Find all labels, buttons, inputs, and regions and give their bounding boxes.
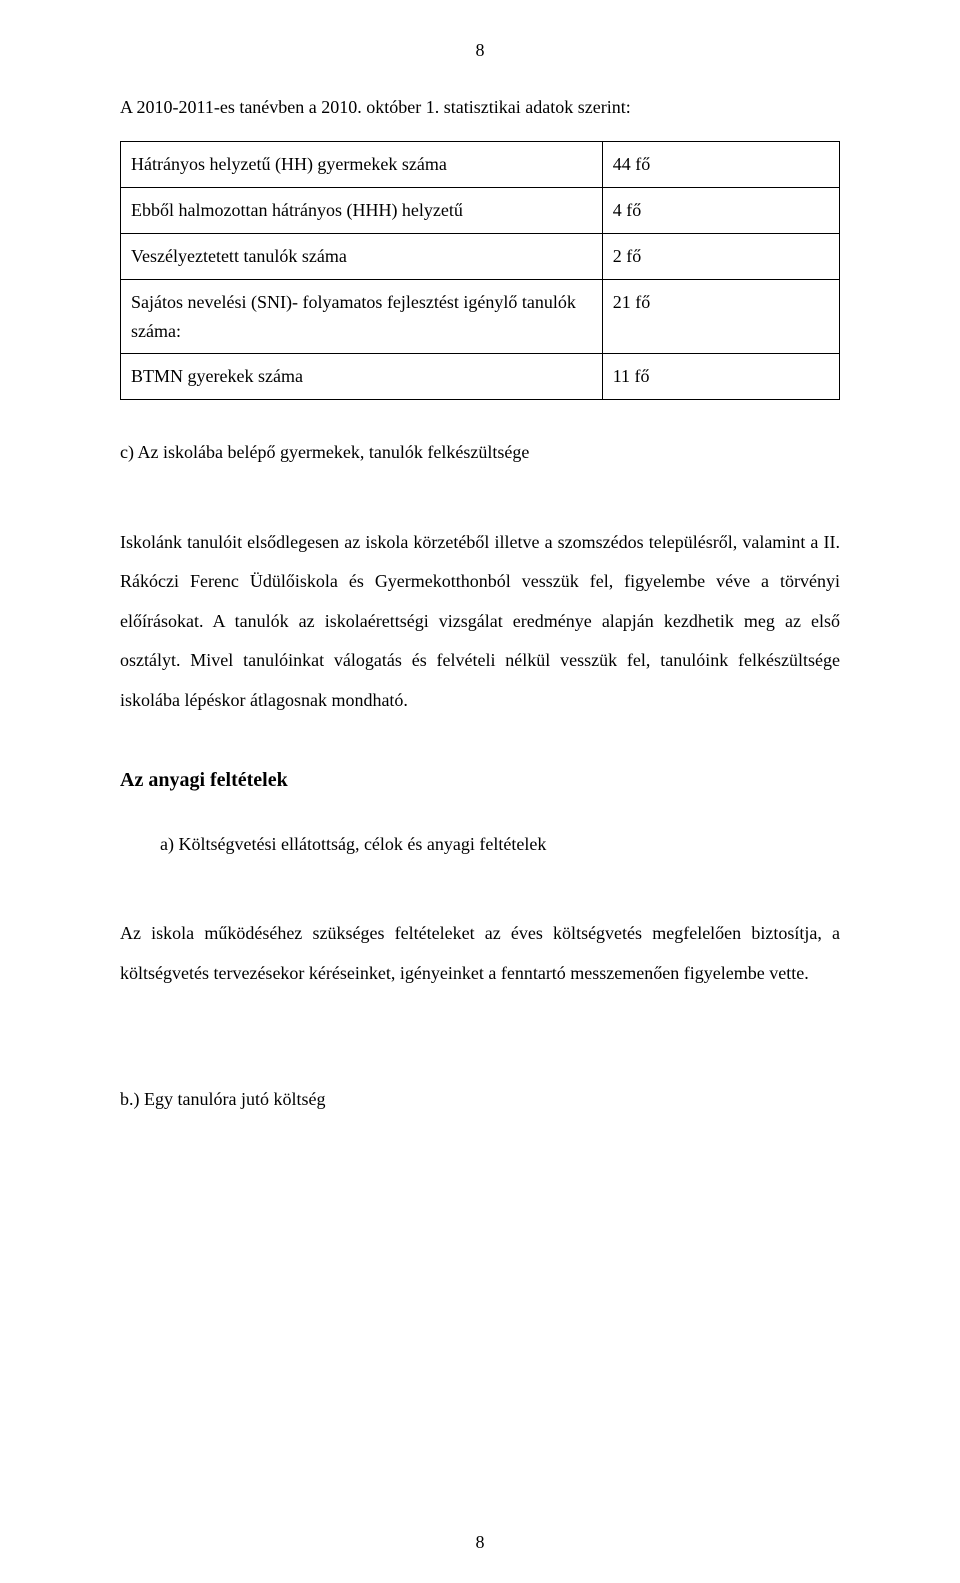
table-cell-value: 2 fő xyxy=(602,233,839,279)
heading-financial: Az anyagi feltételek xyxy=(120,769,840,792)
document-page: 8 A 2010-2011-es tanévben a 2010. októbe… xyxy=(0,0,960,1583)
table-row: Sajátos nevelési (SNI)- folyamatos fejle… xyxy=(121,279,840,354)
page-number-top: 8 xyxy=(120,40,840,61)
table-cell-value: 11 fő xyxy=(602,354,839,400)
table-row: BTMN gyerekek száma 11 fő xyxy=(121,354,840,400)
table-cell-label: Ebből halmozottan hátrányos (HHH) helyze… xyxy=(121,188,603,234)
statistics-table: Hátrányos helyzetű (HH) gyermekek száma … xyxy=(120,141,840,400)
paragraph-budget: Az iskola működéséhez szükséges feltétel… xyxy=(120,914,840,993)
table-cell-label: Veszélyeztetett tanulók száma xyxy=(121,233,603,279)
table-cell-value: 44 fő xyxy=(602,142,839,188)
section-c-heading: c) Az iskolába belépő gyermekek, tanulók… xyxy=(120,436,840,468)
table-cell-label: Hátrányos helyzetű (HH) gyermekek száma xyxy=(121,142,603,188)
page-number-bottom: 8 xyxy=(0,1532,960,1553)
paragraph-preparedness: Iskolánk tanulóit elsődlegesen az iskola… xyxy=(120,523,840,721)
table-row: Ebből halmozottan hátrányos (HHH) helyze… xyxy=(121,188,840,234)
table-cell-label: BTMN gyerekek száma xyxy=(121,354,603,400)
table-row: Hátrányos helyzetű (HH) gyermekek száma … xyxy=(121,142,840,188)
table-cell-label: Sajátos nevelési (SNI)- folyamatos fejle… xyxy=(121,279,603,354)
table-cell-value: 4 fő xyxy=(602,188,839,234)
list-item-a: a) Költségvetési ellátottság, célok és a… xyxy=(120,828,840,860)
list-item-b: b.) Egy tanulóra jutó költség xyxy=(120,1083,840,1115)
table-cell-value: 21 fő xyxy=(602,279,839,354)
table-row: Veszélyeztetett tanulók száma 2 fő xyxy=(121,233,840,279)
intro-text: A 2010-2011-es tanévben a 2010. október … xyxy=(120,91,840,123)
